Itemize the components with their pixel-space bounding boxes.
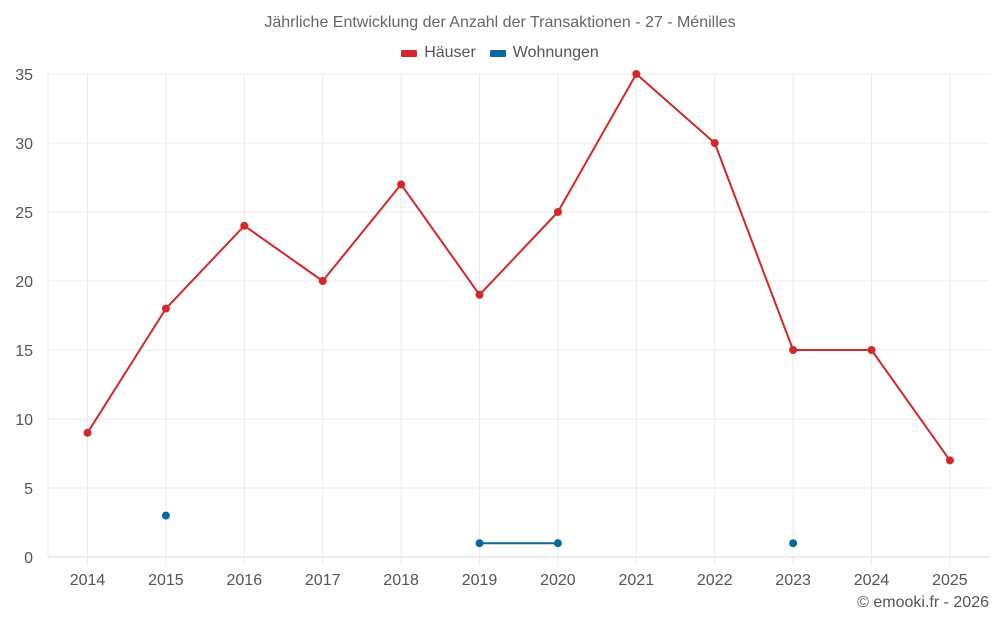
data-point-haeuser[interactable]: [867, 346, 876, 354]
data-point-haeuser[interactable]: [240, 221, 249, 230]
x-tick-label: 2021: [619, 572, 655, 589]
y-tick-label: 15: [15, 343, 33, 360]
legend-label-haeuser: Häuser: [424, 44, 476, 61]
data-point-haeuser[interactable]: [789, 346, 798, 354]
legend-item-wohnungen[interactable]: Wohnungen: [489, 44, 599, 62]
legend-swatch-wohnungen: [489, 49, 506, 57]
data-point-haeuser[interactable]: [83, 428, 92, 437]
series-line-haeuser: [400, 183, 481, 296]
chart-legend: Häuser Wohnungen: [0, 44, 1000, 62]
x-tick-label: 2025: [932, 572, 968, 589]
credit-text: © emooki.fr - 2026: [857, 594, 989, 611]
y-tick-label: 20: [15, 274, 33, 291]
x-tick-label: 2019: [462, 572, 498, 589]
data-point-haeuser[interactable]: [161, 304, 170, 313]
series-line-haeuser: [478, 211, 559, 296]
y-tick-label: 30: [15, 136, 33, 153]
data-point-haeuser[interactable]: [475, 290, 484, 299]
y-tick-label: 5: [24, 481, 33, 498]
data-point-wohnungen[interactable]: [161, 511, 170, 520]
x-tick-label: 2024: [854, 572, 890, 589]
y-tick-label: 10: [15, 412, 33, 429]
y-tick-label: 35: [15, 67, 33, 84]
series-line-haeuser: [557, 73, 638, 213]
data-point-haeuser[interactable]: [710, 139, 719, 147]
series-line-haeuser: [165, 225, 246, 310]
series-line-haeuser: [321, 183, 402, 282]
legend-label-wohnungen: Wohnungen: [512, 44, 599, 61]
legend-item-haeuser[interactable]: Häuser: [401, 44, 476, 62]
series-line-haeuser: [635, 73, 716, 144]
y-tick-label: 25: [15, 205, 33, 222]
series-line-haeuser: [243, 224, 324, 282]
data-point-haeuser[interactable]: [632, 70, 641, 78]
x-tick-label: 2014: [70, 572, 106, 589]
x-tick-label: 2018: [383, 572, 419, 589]
x-tick-label: 2020: [540, 572, 576, 589]
data-point-haeuser[interactable]: [397, 180, 406, 189]
y-tick-label: 0: [24, 550, 33, 567]
data-point-haeuser[interactable]: [318, 277, 327, 285]
x-tick-label: 2022: [697, 572, 733, 589]
data-point-wohnungen[interactable]: [553, 539, 562, 548]
series-line-haeuser: [713, 142, 795, 351]
chart-title: Jährliche Entwicklung der Anzahl der Tra…: [264, 14, 736, 31]
legend-swatch-haeuser: [401, 49, 418, 57]
x-tick-label: 2015: [148, 572, 184, 589]
data-point-wohnungen[interactable]: [789, 539, 798, 548]
series-line-haeuser: [870, 349, 951, 461]
data-point-haeuser[interactable]: [945, 456, 954, 465]
data-point-wohnungen[interactable]: [475, 539, 484, 548]
series-line-haeuser: [86, 308, 167, 434]
x-tick-label: 2016: [227, 572, 263, 589]
x-tick-label: 2017: [305, 572, 341, 589]
x-tick-label: 2023: [775, 572, 811, 589]
data-point-haeuser[interactable]: [553, 208, 562, 216]
